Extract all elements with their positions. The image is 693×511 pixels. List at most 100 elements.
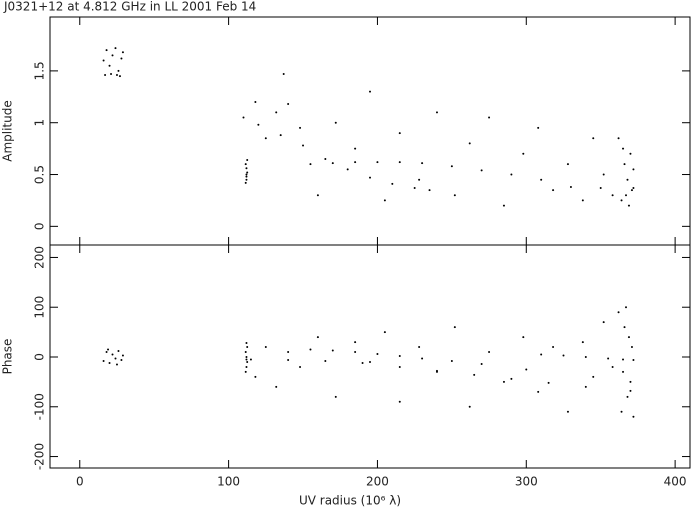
data-point [104,74,107,77]
data-point [245,365,248,368]
data-point [537,390,540,393]
y-tick-label: 100 [33,296,47,319]
data-point [316,194,319,197]
data-point [245,355,248,358]
data-point [354,161,357,164]
data-point [510,377,513,380]
data-point [361,361,364,364]
y-tick-label: 1 [33,119,47,127]
data-point [566,410,569,413]
data-point [316,336,319,339]
data-point [413,187,416,189]
data-point [625,194,627,197]
data-point [257,123,260,126]
data-point [627,204,630,207]
data-point [334,121,337,124]
data-point [279,134,282,137]
data-point [264,137,267,140]
data-point [121,354,124,357]
data-point [383,331,386,334]
data-point [622,147,625,150]
data-point [592,375,595,378]
data-point [599,187,602,189]
data-point [105,351,108,354]
data-point [246,346,249,349]
data-point [418,346,421,349]
data-point [246,360,249,363]
data-point [450,359,453,362]
data-point [435,370,438,373]
data-point [275,111,278,114]
data-point [244,163,247,166]
data-point [369,360,371,363]
data-point [244,370,247,373]
data-point [540,353,543,356]
data-point [629,380,632,383]
data-point [522,336,525,339]
data-point [552,346,555,349]
data-point [584,355,587,358]
data-point [620,199,623,202]
data-point [435,111,438,114]
data-point [421,357,424,360]
data-point [244,181,247,184]
data-point [287,103,290,106]
y-axis-label: Phase [1,339,15,375]
data-point [552,189,555,192]
data-point [592,137,595,140]
data-point [623,163,626,166]
x-tick-label: 200 [366,475,389,489]
data-point [120,57,123,60]
data-point [622,358,625,361]
data-point [607,357,610,360]
data-point [525,368,528,371]
x-tick-label: 300 [515,475,538,489]
data-point [480,169,483,172]
data-point [309,163,312,166]
data-point [107,348,110,351]
data-point [111,54,114,57]
data-point [626,178,629,181]
data-point [632,168,635,171]
data-point [428,189,431,192]
data-point [302,144,305,147]
data-point [421,162,424,165]
data-point [629,152,632,155]
data-point [369,176,371,179]
data-point [245,173,248,176]
data-point [547,381,550,384]
data-point [453,194,456,197]
data-point [354,351,357,354]
data-point [611,194,614,197]
data-point [115,74,118,77]
data-point [540,178,543,181]
data-point [118,75,121,78]
data-point [391,182,394,185]
data-point [376,161,379,164]
data-point [602,173,605,176]
data-point [331,162,334,165]
data-point [245,178,248,181]
data-point [324,359,327,362]
data-point [102,59,105,62]
data-point [626,395,629,398]
data-point [617,311,620,314]
data-point [114,357,117,360]
data-point [309,348,312,351]
data-point [324,157,327,160]
data-point [510,173,513,176]
data-point [254,375,257,378]
data-point [623,326,626,329]
data-point [488,351,491,354]
y-tick-label: 0.5 [33,165,47,184]
data-point [117,350,120,353]
y-tick-label: 1.5 [33,61,47,80]
data-point [617,137,620,140]
data-point [632,187,635,189]
y-tick-label: 200 [33,246,47,269]
data-point [502,380,505,383]
data-point [114,47,117,50]
data-point [398,132,401,135]
y-axis-label: Amplitude [1,100,15,162]
